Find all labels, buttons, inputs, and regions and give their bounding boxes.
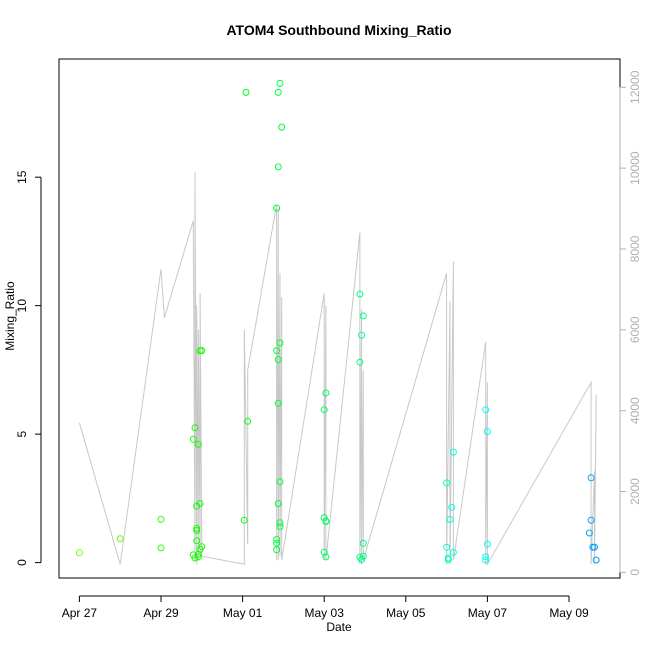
data-point (116, 535, 124, 543)
data-point (449, 548, 457, 556)
y2-tick-label: 10000 (628, 151, 642, 185)
data-point (276, 519, 284, 527)
data-point (446, 515, 454, 523)
data-point (276, 478, 284, 486)
data-point (482, 556, 490, 564)
data-point (322, 518, 330, 525)
y-tick-label: 15 (15, 170, 29, 184)
data-point (359, 539, 367, 547)
data-point (196, 500, 204, 507)
y-axis: 0 5 10 15 (15, 170, 42, 566)
data-point (157, 544, 165, 552)
data-point (356, 553, 364, 561)
data-point (585, 529, 593, 537)
data-point (449, 448, 457, 456)
x-tick-label: Apr 27 (62, 606, 98, 620)
data-point (359, 312, 367, 320)
data-point (443, 543, 451, 551)
x-tick-label: Apr 29 (143, 606, 179, 620)
data-point (448, 503, 456, 511)
data-point (359, 552, 367, 560)
data-point (194, 553, 202, 561)
data-point (322, 553, 330, 561)
data-point (320, 548, 328, 556)
data-point (358, 331, 366, 339)
data-point (273, 347, 281, 355)
plot-frame (58, 58, 621, 579)
y-axis-label: Mixing_Ratio (3, 281, 17, 351)
data-point (444, 554, 452, 562)
y-tick-label: 0 (15, 559, 29, 566)
x-tick-label: May 09 (549, 606, 589, 620)
x-tick-label: May 07 (468, 606, 508, 620)
data-point (278, 123, 286, 131)
y2-tick-label: 12000 (628, 70, 642, 104)
data-point (322, 389, 330, 397)
data-point (592, 556, 600, 564)
data-point (198, 347, 206, 355)
data-point (244, 417, 252, 425)
y2-axis: 0 2000 4000 6000 8000 10000 12000 (619, 70, 642, 576)
data-point (274, 500, 282, 507)
data-point (273, 536, 281, 543)
data-point (198, 543, 206, 551)
y-tick-label: 5 (15, 430, 29, 437)
x-tick-label: May 03 (305, 606, 345, 620)
data-point (358, 556, 366, 563)
data-point (587, 474, 595, 482)
data-point (587, 516, 595, 524)
data-point (193, 537, 201, 545)
data-point (242, 88, 250, 96)
y2-tick-label: 8000 (628, 235, 642, 262)
data-point (483, 540, 491, 548)
data-point (591, 543, 598, 551)
data-point (194, 440, 202, 448)
x-axis-label: Date (326, 620, 352, 634)
data-point (193, 524, 201, 532)
y2-tick-label: 2000 (628, 478, 642, 505)
data-point (276, 79, 284, 87)
data-point (274, 163, 282, 171)
y2-tick-label: 6000 (628, 316, 642, 343)
data-point (274, 356, 282, 364)
data-point (191, 424, 199, 432)
data-point (356, 358, 364, 366)
data-point (274, 399, 282, 407)
y2-series-lines (78, 172, 597, 567)
x-tick-label: May 01 (223, 606, 263, 620)
data-point (320, 514, 328, 522)
data-point (483, 428, 491, 435)
y2-series-line (78, 172, 597, 567)
data-point (443, 479, 451, 487)
y2-tick-label: 0 (628, 569, 642, 576)
data-point (274, 88, 282, 96)
data-point (482, 553, 490, 561)
chart-title: ATOM4 Southbound Mixing_Ratio (226, 22, 451, 38)
x-axis: Apr 27 Apr 29 May 01 May 03 May 05 May 07 May … (62, 595, 589, 620)
data-point (356, 290, 364, 298)
data-point (157, 515, 165, 523)
data-point (320, 406, 328, 414)
data-point (276, 339, 284, 347)
data-point (75, 549, 83, 557)
scatter-points (75, 79, 600, 564)
data-point (276, 523, 284, 531)
data-point (273, 204, 281, 212)
y-tick-label: 10 (15, 299, 29, 313)
x-tick-label: May 05 (386, 606, 426, 620)
data-point (193, 527, 201, 534)
data-point (482, 406, 490, 414)
data-point (189, 435, 197, 443)
data-point (240, 516, 248, 524)
data-point (273, 546, 281, 554)
y2-tick-label: 4000 (628, 397, 642, 424)
